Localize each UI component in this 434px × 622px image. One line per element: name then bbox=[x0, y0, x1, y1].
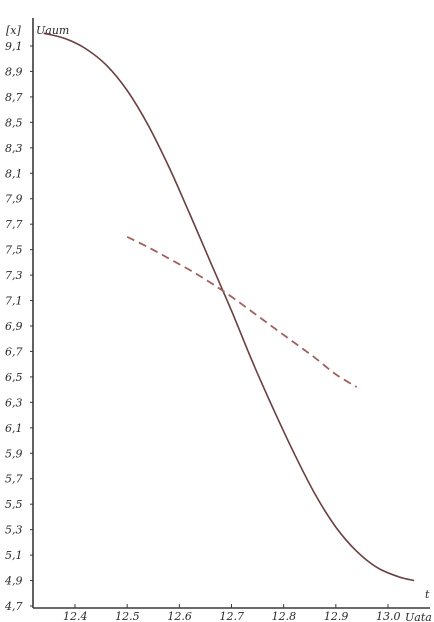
x-tick-label: 12.6 bbox=[167, 610, 192, 622]
y-tick-label: 7,3 bbox=[5, 269, 23, 282]
y-tick-label: 9,1 bbox=[5, 40, 23, 53]
y-tick-label: 5,7 bbox=[5, 473, 23, 486]
x-tick-label: 13.0 bbox=[376, 610, 401, 622]
y-tick-group: 9,1 8,9 8,7 8,5 8,3 8,1 7,9 7,7 7,5 7,3 7,1 6,9 6,7 6… bbox=[4, 40, 33, 613]
solid-series-line bbox=[43, 32, 415, 582]
y-tick-label: 4,7 bbox=[4, 600, 23, 613]
y-tick-label: 6,1 bbox=[5, 422, 23, 435]
dashed-series-line bbox=[126, 236, 358, 388]
y-tick-label: 8,7 bbox=[5, 91, 23, 104]
x-tick-group: 12.4 12.5 12.6 12.7 12.8 12.9 13.0 bbox=[63, 604, 401, 622]
series-group bbox=[43, 32, 415, 582]
x-unit-label: Uata bbox=[405, 611, 432, 622]
y-tick-label: 7,5 bbox=[5, 244, 23, 257]
y-tick-label: 5,5 bbox=[5, 498, 23, 511]
y-tick-label: 5,1 bbox=[5, 549, 23, 562]
x-tick-label: 12.5 bbox=[115, 610, 139, 622]
y-tick-label: 8,9 bbox=[5, 65, 23, 78]
y-tick-label: 8,3 bbox=[5, 142, 23, 155]
y-tick-label: 4,9 bbox=[4, 575, 23, 588]
y-tick-label: 5,9 bbox=[5, 447, 23, 460]
x-tick-label: 12.9 bbox=[324, 610, 349, 622]
y-tick-label: 6,5 bbox=[5, 371, 23, 384]
y-tick-label: 8,1 bbox=[5, 167, 23, 180]
y-tick-label: 6,7 bbox=[5, 345, 23, 358]
x-tick-label: 12.4 bbox=[63, 610, 88, 622]
y-tick-label: 7,9 bbox=[5, 193, 23, 206]
x-axis-label: t bbox=[425, 588, 430, 601]
y-tick-label: 7,7 bbox=[5, 218, 23, 231]
y-tick-label: 7,1 bbox=[5, 295, 23, 308]
y-unit-label: [x] bbox=[6, 24, 21, 37]
y-tick-label: 6,3 bbox=[5, 396, 23, 409]
y-tick-label: 6,9 bbox=[5, 320, 23, 333]
x-tick-label: 12.8 bbox=[272, 610, 297, 622]
y-tick-label: 5,3 bbox=[5, 524, 23, 537]
x-tick-label: 12.7 bbox=[220, 610, 245, 622]
y-tick-label: 8,5 bbox=[5, 116, 23, 129]
